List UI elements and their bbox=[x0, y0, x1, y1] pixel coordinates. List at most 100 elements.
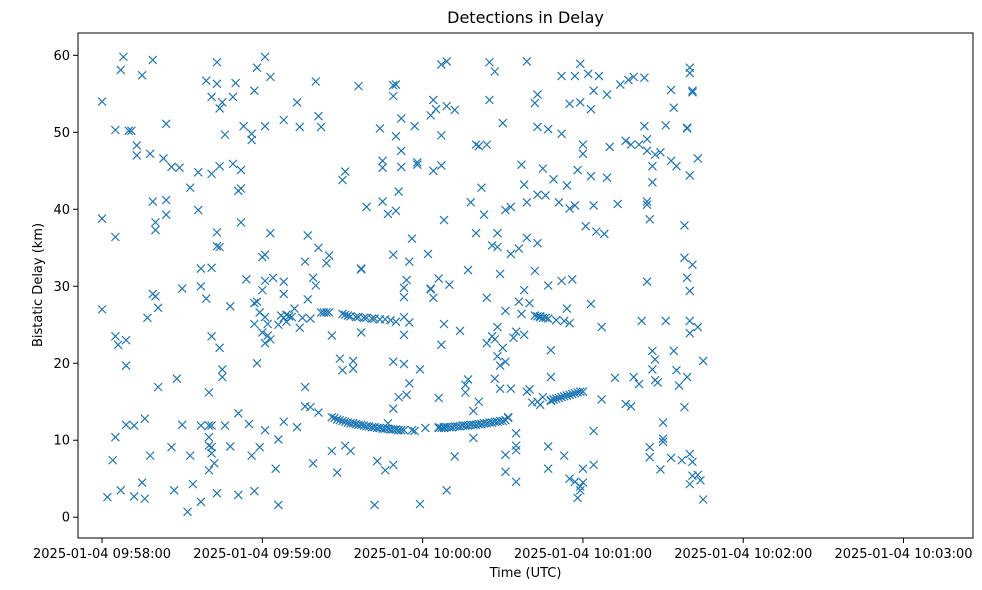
marker-layer bbox=[97, 52, 708, 517]
data-point-marker bbox=[685, 286, 695, 296]
data-point-marker bbox=[279, 277, 289, 287]
data-point-marker bbox=[183, 507, 192, 517]
data-point-marker bbox=[578, 478, 588, 487]
data-point-marker bbox=[372, 456, 382, 466]
x-axis-ticks: 2025-01-04 09:58:00 2025-01-04 09:59:00 20… bbox=[33, 538, 973, 562]
y-axis-ticks: 0 10 20 30 40 50 60 bbox=[53, 49, 78, 526]
data-point-marker bbox=[129, 421, 139, 431]
data-point-marker bbox=[533, 190, 542, 200]
data-point-marker bbox=[292, 97, 302, 107]
data-point-marker bbox=[335, 415, 345, 425]
data-point-marker bbox=[391, 206, 401, 216]
data-point-marker bbox=[257, 285, 267, 295]
data-point-marker bbox=[279, 417, 289, 427]
data-point-marker bbox=[658, 437, 668, 447]
data-point-marker bbox=[522, 197, 532, 207]
data-point-marker bbox=[589, 201, 599, 210]
data-point-marker bbox=[204, 441, 214, 451]
x-tick-label: 2025-01-04 09:58:00 bbox=[33, 547, 171, 562]
data-point-marker bbox=[501, 467, 510, 477]
data-point-marker bbox=[215, 343, 225, 353]
data-point-marker bbox=[231, 78, 241, 88]
data-point-marker bbox=[185, 451, 195, 461]
data-point-marker bbox=[517, 309, 526, 319]
data-point-marker bbox=[193, 205, 203, 215]
data-point-marker bbox=[426, 284, 436, 294]
data-point-marker bbox=[300, 257, 310, 267]
data-point-marker bbox=[97, 97, 107, 106]
data-point-marker bbox=[525, 298, 534, 308]
data-point-marker bbox=[306, 402, 315, 412]
data-point-marker bbox=[148, 55, 158, 65]
data-point-marker bbox=[565, 204, 575, 213]
data-point-marker bbox=[533, 122, 542, 132]
data-point-marker bbox=[551, 394, 561, 404]
data-point-marker bbox=[501, 450, 510, 460]
data-point-marker bbox=[511, 477, 521, 487]
data-point-marker bbox=[220, 130, 230, 140]
data-point-marker bbox=[207, 263, 217, 273]
data-point-marker bbox=[348, 418, 358, 428]
data-point-marker bbox=[175, 163, 184, 173]
data-point-marker bbox=[463, 374, 473, 384]
data-point-marker bbox=[541, 191, 550, 200]
data-point-marker bbox=[514, 244, 524, 253]
data-point-marker bbox=[610, 373, 620, 383]
data-point-marker bbox=[110, 432, 120, 442]
data-point-marker bbox=[482, 293, 492, 303]
data-point-marker bbox=[257, 328, 267, 337]
data-point-marker bbox=[503, 413, 513, 423]
data-point-marker bbox=[346, 446, 355, 456]
data-point-marker bbox=[634, 379, 644, 389]
data-point-marker bbox=[428, 95, 438, 105]
data-point-marker bbox=[137, 478, 147, 487]
data-point-marker bbox=[348, 356, 358, 366]
data-point-marker bbox=[399, 283, 409, 293]
data-point-marker bbox=[399, 425, 409, 435]
data-point-marker bbox=[693, 322, 703, 332]
data-point-marker bbox=[207, 448, 217, 458]
data-point-marker bbox=[217, 97, 227, 107]
data-point-marker bbox=[273, 500, 283, 510]
data-point-marker bbox=[116, 485, 126, 495]
data-point-marker bbox=[501, 357, 510, 367]
data-point-marker bbox=[263, 319, 273, 329]
data-point-marker bbox=[493, 242, 502, 252]
data-point-marker bbox=[273, 435, 283, 444]
data-point-marker bbox=[589, 86, 599, 96]
data-point-marker bbox=[241, 274, 251, 284]
data-point-marker bbox=[468, 406, 478, 416]
data-point-marker bbox=[308, 458, 318, 468]
data-point-marker bbox=[297, 313, 307, 323]
data-point-marker bbox=[549, 395, 558, 404]
data-point-marker bbox=[674, 381, 684, 391]
data-point-marker bbox=[132, 140, 142, 150]
data-point-marker bbox=[196, 497, 206, 507]
data-point-marker bbox=[442, 57, 452, 66]
data-point-marker bbox=[338, 309, 347, 319]
data-point-marker bbox=[586, 171, 596, 181]
data-point-marker bbox=[265, 72, 275, 82]
data-point-marker bbox=[279, 115, 289, 125]
data-point-marker bbox=[439, 215, 449, 225]
data-point-marker bbox=[116, 65, 126, 75]
data-point-marker bbox=[161, 119, 171, 129]
data-point-marker bbox=[493, 351, 502, 361]
data-point-marker bbox=[167, 162, 176, 172]
data-point-marker bbox=[562, 180, 572, 190]
data-point-marker bbox=[396, 425, 406, 435]
data-point-marker bbox=[575, 485, 585, 495]
data-point-marker bbox=[639, 73, 649, 83]
data-point-marker bbox=[281, 310, 291, 320]
data-point-marker bbox=[289, 304, 299, 314]
data-point-marker bbox=[575, 481, 585, 491]
y-tick-label: 60 bbox=[53, 49, 70, 64]
data-point-marker bbox=[634, 140, 644, 150]
data-point-marker bbox=[295, 323, 305, 333]
chart-title: Detections in Delay bbox=[447, 8, 604, 27]
data-point-marker bbox=[228, 159, 238, 169]
data-point-marker bbox=[685, 316, 695, 326]
data-point-marker bbox=[249, 298, 259, 308]
data-point-marker bbox=[554, 197, 564, 207]
data-point-marker bbox=[573, 493, 583, 503]
